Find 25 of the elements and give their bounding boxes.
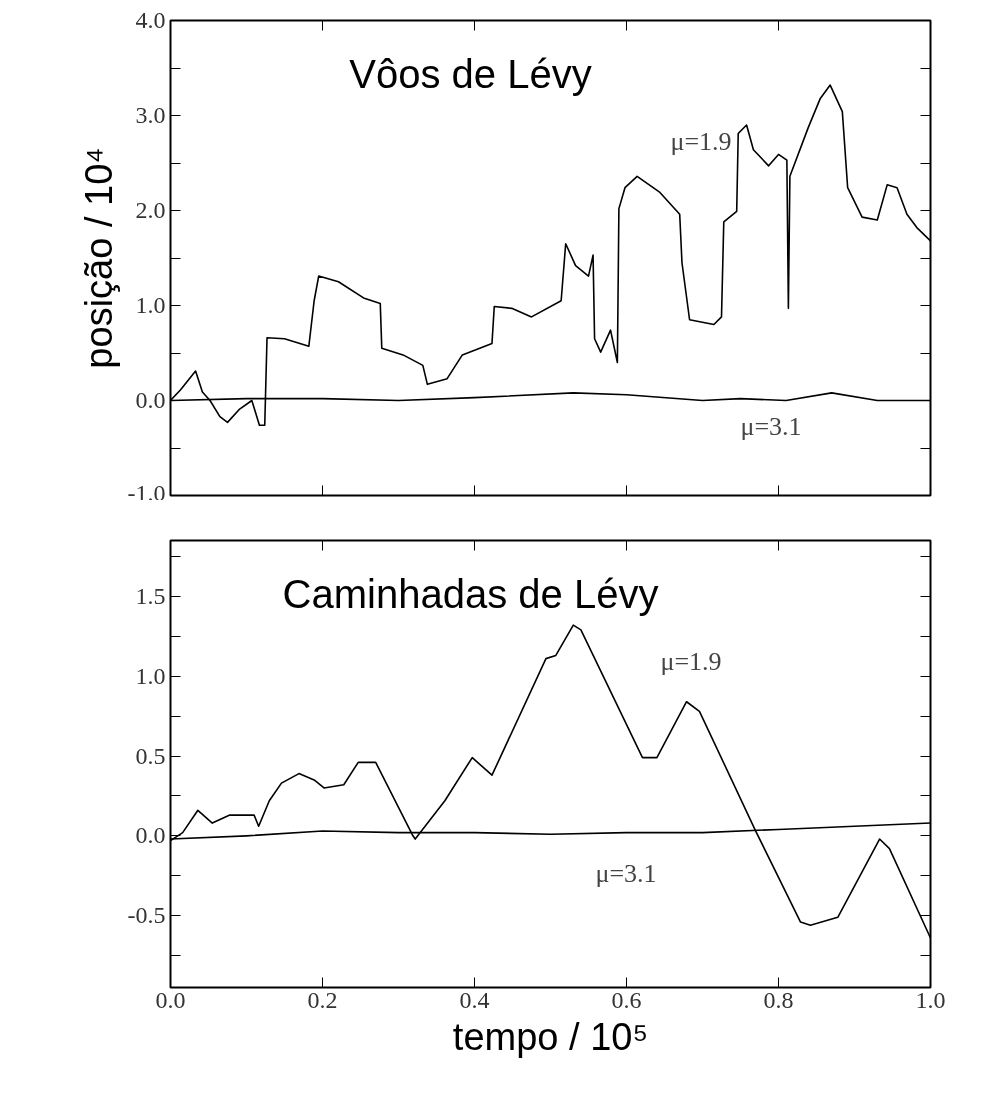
y-tick-label: 0.0 [135, 387, 166, 413]
y-axis-title: posição / 10⁴ [77, 147, 120, 369]
x-tick-label: 0.6 [611, 986, 642, 1013]
x-tick-label: 0.4 [459, 986, 490, 1013]
x-axis-title: tempo / 10⁵ [452, 1015, 649, 1058]
x-tick-label: 0.0 [155, 986, 186, 1013]
x-tick-label: 0.2 [307, 986, 338, 1013]
y-tick-label: -0.5 [127, 902, 166, 929]
annotation: μ=3.1 [595, 858, 657, 888]
y-tick-label: 1.0 [135, 292, 166, 318]
y-tick-label: 4.0 [135, 7, 166, 33]
text: Caminhadas de Lévy [282, 571, 659, 616]
y-tick-label: 1.5 [135, 582, 166, 609]
y-tick-label: 0.5 [135, 742, 166, 769]
annotation: μ=1.9 [660, 646, 722, 676]
y-tick-label: 0.0 [135, 822, 166, 849]
y-tick-label: 2.0 [135, 197, 166, 223]
annotation: μ=1.9 [670, 126, 732, 156]
y-tick-label: 3.0 [135, 102, 166, 128]
text: Vôos de Lévy [349, 51, 592, 96]
y-tick-label: -1.0 [127, 479, 166, 506]
annotation: μ=3.1 [740, 411, 802, 441]
y-tick-label: 1.0 [135, 662, 166, 689]
x-tick-label: 0.8 [763, 986, 794, 1013]
x-tick-label: 1.0 [915, 986, 946, 1013]
